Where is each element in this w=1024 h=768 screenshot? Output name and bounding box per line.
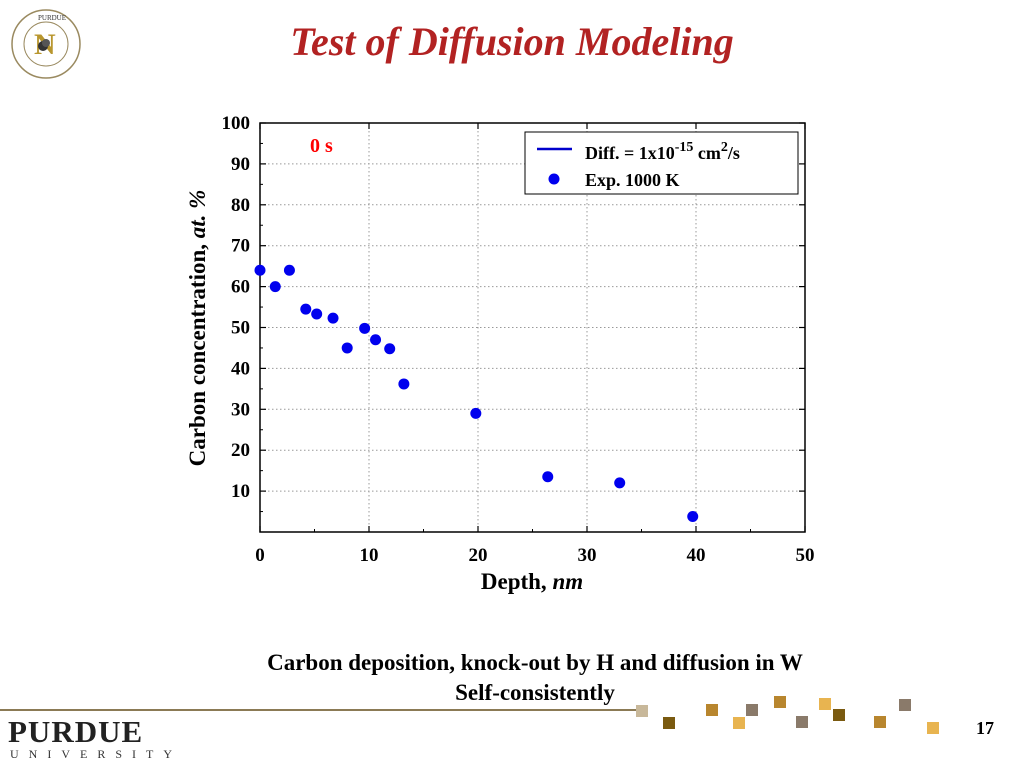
deco-square xyxy=(874,716,886,728)
deco-square xyxy=(636,705,648,717)
deco-square xyxy=(833,709,845,721)
data-point xyxy=(687,510,699,522)
page-number: 17 xyxy=(976,718,994,738)
purdue-wordmark: PURDUE xyxy=(8,714,144,749)
data-points xyxy=(254,264,699,522)
chart-grid xyxy=(260,123,805,532)
deco-square xyxy=(706,704,718,716)
purdue-university-subtitle: UNIVERSITY xyxy=(10,747,182,761)
deco-square xyxy=(796,716,808,728)
y-tick-label: 90 xyxy=(231,154,250,175)
y-tick-label: 60 xyxy=(231,277,250,298)
data-point xyxy=(311,308,323,320)
legend-point-swatch xyxy=(548,173,560,185)
x-tick-label: 40 xyxy=(687,545,706,566)
legend-points-label: Exp. 1000 K xyxy=(585,170,680,190)
legend-box xyxy=(524,131,799,195)
data-point xyxy=(370,334,382,346)
deco-square xyxy=(899,699,911,711)
x-tick-label: 30 xyxy=(578,545,597,566)
axis-ticks: 0 10 20 30 40 50 10 20 30 40 50 60 70 80 90 100 xyxy=(222,113,815,566)
x-tick-label: 50 xyxy=(796,545,815,566)
x-axis-title: Depth, nm xyxy=(481,569,583,594)
data-point xyxy=(300,303,312,315)
y-tick-label: 40 xyxy=(231,358,250,379)
caption-line-2: Self-consistently xyxy=(455,680,615,705)
diffusion-scatter-chart: 0 10 20 30 40 50 10 20 30 40 50 60 70 80 90 100 0 s Dif… xyxy=(185,113,815,594)
data-point xyxy=(384,343,396,355)
time-label: 0 s xyxy=(310,135,333,157)
data-point xyxy=(614,477,626,489)
deco-square xyxy=(663,717,675,729)
x-tick-label: 10 xyxy=(360,545,379,566)
deco-square xyxy=(733,717,745,729)
data-point xyxy=(398,378,410,390)
y-tick-label: 20 xyxy=(231,440,250,461)
data-point xyxy=(327,312,339,324)
y-tick-label: 70 xyxy=(231,236,250,257)
data-point xyxy=(542,471,554,483)
slide-title: Test of Diffusion Modeling xyxy=(290,19,734,64)
x-tick-label: 0 xyxy=(255,545,265,566)
data-point xyxy=(359,322,371,334)
data-point xyxy=(254,264,266,276)
slide-caption: Carbon deposition, knock-out by H and di… xyxy=(180,648,890,708)
y-tick-label: 80 xyxy=(231,195,250,216)
y-tick-label: 50 xyxy=(231,318,250,339)
legend-line-label: Diff. = 1x10-15 cm2/s xyxy=(585,140,740,163)
y-tick-label: 100 xyxy=(222,113,251,134)
chart-legend: Diff. = 1x10-15 cm2/s Exp. 1000 K xyxy=(524,131,799,195)
deco-square xyxy=(774,696,786,708)
y-tick-label: 10 xyxy=(231,481,250,502)
data-point xyxy=(283,264,295,276)
svg-text:PURDUE: PURDUE xyxy=(38,14,66,22)
y-axis-title: Carbon concentration, at. % xyxy=(185,190,210,467)
y-tick-label: 30 xyxy=(231,399,250,420)
data-point xyxy=(470,407,482,419)
data-point xyxy=(269,281,281,293)
purdue-nuclear-seal-logo: N PURDUE xyxy=(11,9,81,79)
deco-square xyxy=(927,722,939,734)
caption-line-1: Carbon deposition, knock-out by H and di… xyxy=(267,650,803,675)
data-point xyxy=(341,342,353,354)
x-tick-label: 20 xyxy=(469,545,488,566)
footer-rule xyxy=(0,709,640,711)
deco-square xyxy=(746,704,758,716)
deco-square xyxy=(819,698,831,710)
